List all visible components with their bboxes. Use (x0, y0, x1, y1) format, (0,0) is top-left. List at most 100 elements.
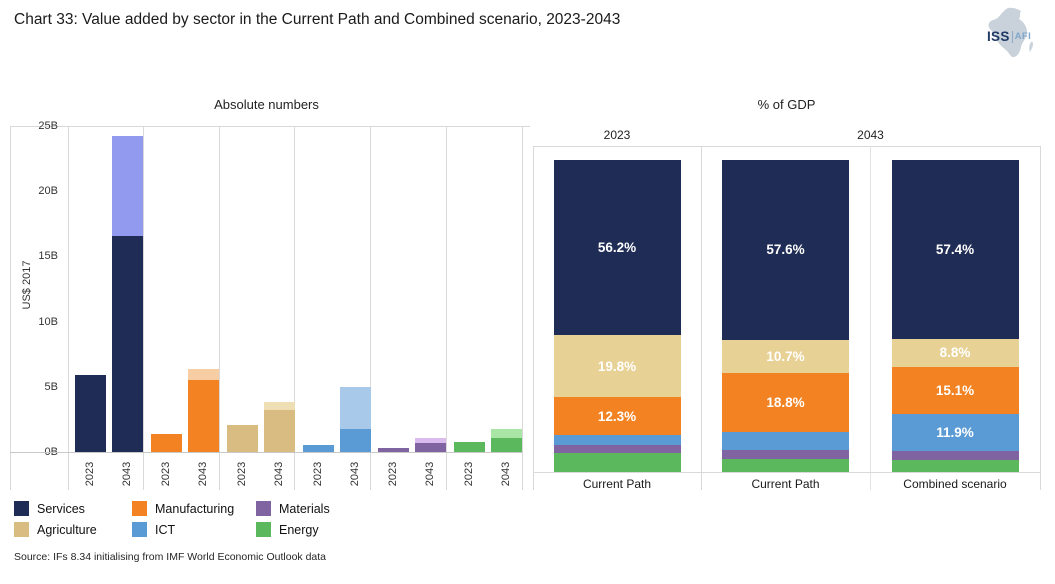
plot-left-border (68, 126, 69, 490)
segment-label-manufacturing: 15.1% (935, 382, 975, 398)
segment-label-services: 56.2% (597, 240, 637, 256)
legend-item-ict: ICT (132, 522, 256, 537)
header-underline (533, 146, 1040, 147)
bar-services-2043-combined-increment (112, 136, 143, 236)
legend-item-manufacturing: Manufacturing (132, 501, 256, 516)
logo-divider (1011, 30, 1013, 43)
segment-materials (722, 449, 849, 460)
bar-agriculture-2043-current-path (263, 410, 295, 452)
bar-energy-2023 (454, 441, 486, 452)
legend-swatch-ict (132, 522, 147, 537)
segment-energy (553, 452, 681, 472)
bar-services-2043-current-path (112, 235, 143, 452)
bar-manufacturing-2043-combined-increment (187, 368, 219, 381)
bar-materials-2043-current-path (415, 442, 447, 452)
bar-ict-2043-combined-increment (339, 386, 371, 429)
chart-title: Chart 33: Value added by sector in the C… (14, 11, 621, 28)
right-chart-title: % of GDP (757, 97, 816, 112)
bar-ict-2043-current-path (339, 428, 371, 452)
y-tick-label: 25B (38, 120, 58, 132)
segment-label-ict: 11.9% (936, 424, 974, 440)
segment-services: 56.2% (553, 160, 681, 336)
logo-text: ISS AFI (987, 29, 1031, 44)
segment-services: 57.6% (722, 160, 849, 340)
segment-materials (553, 445, 681, 453)
legend-label-manufacturing: Manufacturing (155, 501, 235, 516)
legend-label-services: Services (37, 501, 85, 516)
bar-ict-2023 (302, 445, 334, 452)
chart-top-border (10, 126, 530, 127)
sector-group-services: 2023 2043 (68, 126, 144, 490)
chart-outer-left-border (10, 126, 11, 490)
segment-label-agriculture: 19.8% (597, 358, 637, 374)
legend-swatch-materials (256, 501, 271, 516)
bar-materials-2043-combined-increment (415, 437, 447, 443)
iss-afi-logo: ISS AFI (978, 6, 1044, 62)
sector-group-energy: 2023 2043 (447, 126, 523, 490)
legend-item-energy: Energy (256, 522, 386, 537)
source-note: Source: IFs 8.34 initialising from IMF W… (14, 551, 327, 563)
legend-label-materials: Materials (279, 501, 330, 516)
segment-services: 57.4% (891, 160, 1019, 340)
segment-agriculture: 19.8% (553, 335, 681, 398)
left-chart-title: Absolute numbers (214, 97, 319, 112)
segment-label-services: 57.4% (935, 242, 975, 258)
africa-map-icon (988, 7, 1033, 58)
sector-group-manufacturing: 2023 2043 (144, 126, 220, 490)
legend-swatch-agriculture (14, 522, 29, 537)
bar-agriculture-2023 (226, 424, 258, 452)
segment-label-agriculture: 10.7% (766, 348, 805, 364)
scenario-label-0: Current Path (582, 477, 652, 491)
legend-swatch-services (14, 501, 29, 516)
bar-manufacturing-2023 (150, 433, 182, 452)
y-tick-label: 10B (38, 315, 58, 328)
legend-item-agriculture: Agriculture (14, 522, 132, 537)
legend-label-ict: ICT (155, 522, 176, 537)
sector-group-agriculture: 2023 2043 (220, 126, 296, 490)
scenario-label-1: Current Path (751, 477, 820, 491)
y-tick-label: 5B (44, 380, 58, 393)
bar-materials-2023 (378, 448, 410, 452)
column-header-2023: 2023 (603, 128, 631, 142)
segment-energy (891, 459, 1019, 472)
bar-services-2023 (75, 375, 106, 452)
panel-divider-3 (1040, 146, 1041, 490)
segment-label-manufacturing: 18.8% (766, 394, 805, 410)
bar-energy-2043-current-path (491, 437, 523, 452)
segment-ict (722, 431, 849, 450)
legend: Services Manufacturing Materials Agricultur… (14, 501, 386, 537)
legend-item-services: Services (14, 501, 132, 516)
segment-agriculture: 8.8% (891, 339, 1019, 367)
legend-item-materials: Materials (256, 501, 386, 516)
segment-label-manufacturing: 12.3% (597, 408, 637, 424)
sector-group-ict: 2023 2043 (296, 126, 372, 490)
y-tick-label: 20B (38, 185, 58, 198)
segment-ict: 11.9% (891, 413, 1019, 451)
segment-manufacturing: 15.1% (891, 366, 1019, 414)
segment-materials (891, 450, 1019, 460)
segment-label-agriculture: 8.8% (939, 345, 971, 361)
scenario-label-2: Combined scenario (903, 477, 1007, 491)
bar-manufacturing-2043-current-path (187, 380, 219, 452)
logo-org: ISS (987, 29, 1010, 44)
y-tick-label: 15B (38, 250, 58, 263)
legend-label-agriculture: Agriculture (37, 522, 97, 537)
gdp-bar-current-path-2043: 57.6% 10.7% 18.8% (722, 160, 849, 472)
column-header-2043: 2043 (857, 128, 884, 142)
panel-divider-0 (533, 146, 534, 490)
sector-group-materials: 2023 2043 (371, 126, 448, 490)
segment-manufacturing: 12.3% (553, 397, 681, 436)
bar-energy-2043-combined-increment (491, 428, 523, 438)
x-axis-line (10, 452, 523, 453)
bar-agriculture-2043-combined-increment (263, 402, 295, 411)
segment-label-services: 57.6% (766, 242, 805, 258)
segment-manufacturing: 18.8% (722, 373, 849, 432)
legend-swatch-energy (256, 522, 271, 537)
panel-divider-1 (701, 146, 702, 490)
segment-energy (722, 459, 849, 472)
gdp-bar-current-path-2023: 56.2% 19.8% 12.3% (553, 160, 681, 472)
segment-ict (553, 435, 681, 446)
